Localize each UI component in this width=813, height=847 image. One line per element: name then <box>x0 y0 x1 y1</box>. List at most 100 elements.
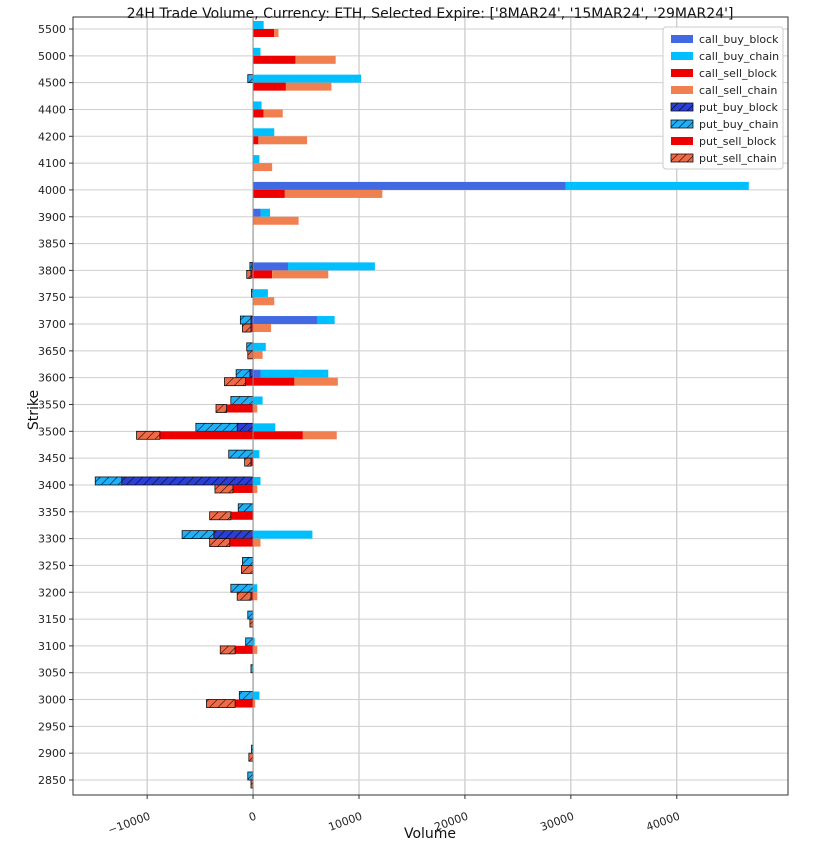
legend-label-call_sell_chain: call_sell_chain <box>699 84 777 97</box>
legend: call_buy_block call_buy_chain call_sell_bl… <box>662 26 784 170</box>
y-tick-label: 3100 <box>38 640 66 653</box>
chart-title: 24H Trade Volume, Currency: ETH, Selecte… <box>127 6 734 22</box>
bar-call_buy_chain <box>288 262 375 271</box>
y-tick-label: 2900 <box>38 747 66 760</box>
bar-hatch-put_buy_chain <box>238 503 254 512</box>
bar-hatch-put_buy_chain <box>251 289 254 298</box>
bar-hatch-put_buy_chain <box>239 691 254 700</box>
bar-hatch-put_sell_chain <box>224 377 246 386</box>
y-tick-label: 3400 <box>38 479 66 492</box>
legend-label-put_sell_block: put_sell_block <box>699 135 777 148</box>
bar-hatch-put_buy_chain <box>195 423 238 432</box>
bar-hatch-put_sell_chain <box>209 511 231 520</box>
bar-hatch-put_buy_chain <box>230 584 254 593</box>
bar-put_sell_block <box>235 699 254 708</box>
y-tick-label: 3350 <box>38 506 66 519</box>
bar-hatch-put_buy_block <box>237 423 254 432</box>
bar-call_buy_chain <box>253 476 261 485</box>
legend-swatch-call_buy_chain <box>671 52 693 60</box>
y-tick-label: 3750 <box>38 291 66 304</box>
bar-put_sell_block <box>230 511 254 520</box>
bar-call_sell_chain <box>253 538 261 547</box>
bar-put_sell_block <box>229 538 254 547</box>
y-tick-label: 4100 <box>38 157 66 170</box>
bar-call_sell_chain <box>253 324 272 333</box>
bar-call_buy_chain <box>565 181 749 190</box>
legend-label-put_sell_chain: put_sell_chain <box>699 152 777 165</box>
bar-call_buy_chain <box>253 584 258 593</box>
bar-hatch-put_buy_chain <box>236 369 250 378</box>
bar-call_buy_block <box>253 369 261 378</box>
bar-put_sell_block <box>235 645 254 654</box>
bar-hatch-put_buy_block <box>250 316 254 325</box>
y-tick-label: 3850 <box>38 238 66 251</box>
bar-call_sell_chain <box>295 55 336 64</box>
bar-call_buy_chain <box>253 342 266 351</box>
bar-hatch-put_buy_chain <box>249 262 253 271</box>
y-tick-label: 5500 <box>38 23 66 36</box>
bar-call_buy_chain <box>260 208 271 217</box>
bar-call_sell_block <box>253 82 286 91</box>
y-tick-label: 3250 <box>38 559 66 572</box>
bar-hatch-put_buy_chain <box>245 637 254 646</box>
legend-swatch-call_buy_block <box>671 35 693 43</box>
bar-hatch-put_buy_chain <box>247 772 254 780</box>
bar-hatch-put_buy_chain <box>230 396 254 405</box>
bar-call_sell_chain <box>253 297 275 306</box>
bar-call_buy_chain <box>253 21 264 29</box>
legend-box <box>662 26 784 170</box>
legend-swatch-call_sell_chain <box>671 86 693 94</box>
bar-hatch-put_sell_chain <box>246 270 251 279</box>
bar-call_sell_block <box>253 29 275 37</box>
y-tick-label: 4000 <box>38 184 66 197</box>
y-axis-title: Strike <box>26 390 42 430</box>
legend-label-call_buy_block: call_buy_block <box>699 33 779 46</box>
bar-hatch-put_buy_chain <box>247 611 254 620</box>
bar-call_buy_chain <box>253 423 276 432</box>
bar-call_buy_block <box>253 208 261 217</box>
bar-call_buy_chain <box>253 396 263 405</box>
y-tick-label: 3550 <box>38 399 66 412</box>
bar-hatch-put_buy_block <box>213 530 254 539</box>
bar-call_sell_chain <box>272 270 329 279</box>
bar-call_sell_block <box>253 431 303 440</box>
bar-hatch-put_sell_chain <box>220 645 236 654</box>
bar-hatch-put_sell_chain <box>242 324 251 333</box>
bar-put_sell_block <box>245 377 254 386</box>
bar-call_sell_chain <box>253 484 258 493</box>
bar-hatch-put_buy_chain <box>182 530 214 539</box>
bar-call_sell_chain <box>253 645 258 654</box>
bar-hatch-put_sell_chain <box>248 753 254 762</box>
bar-put_sell_block <box>250 270 254 279</box>
bar-hatch-put_buy_block <box>121 476 254 485</box>
y-tick-label: 3500 <box>38 425 66 438</box>
y-tick-label: 3600 <box>38 372 66 385</box>
y-tick-label: 3700 <box>38 318 66 331</box>
bar-hatch-put_buy_chain <box>242 557 254 566</box>
bar-call_sell_block <box>253 189 285 198</box>
bar-call_buy_chain <box>253 637 255 646</box>
bar-hatch-put_buy_chain <box>228 450 254 459</box>
bar-hatch-put_sell_chain <box>247 350 254 359</box>
bar-call_sell_chain <box>253 216 299 225</box>
y-tick-label: 3000 <box>38 694 66 707</box>
y-tick-label: 4400 <box>38 103 66 116</box>
x-tick-label: 0 <box>247 810 258 825</box>
bar-call_buy_chain <box>253 450 260 459</box>
bar-call_buy_chain <box>253 101 262 110</box>
bar-call_sell_chain <box>258 136 308 145</box>
bar-call_buy_chain <box>253 691 260 700</box>
x-tick-label: 40000 <box>644 810 681 834</box>
bar-hatch-put_sell_chain <box>237 592 251 601</box>
y-tick-label: 3450 <box>38 452 66 465</box>
legend-swatch-put_sell_block <box>671 137 693 145</box>
y-tick-label: 3300 <box>38 533 66 546</box>
y-tick-labels: 2850 2900 2950 3000 3050 3100 3150 3200 3250 3300… <box>38 23 73 787</box>
bar-hatch-put_buy_block <box>252 262 254 271</box>
plot-frame <box>72 16 789 796</box>
legend-label-put_buy_chain: put_buy_chain <box>699 118 779 131</box>
bar-call_buy_chain <box>253 128 275 137</box>
bar-call_sell_chain <box>284 189 383 198</box>
